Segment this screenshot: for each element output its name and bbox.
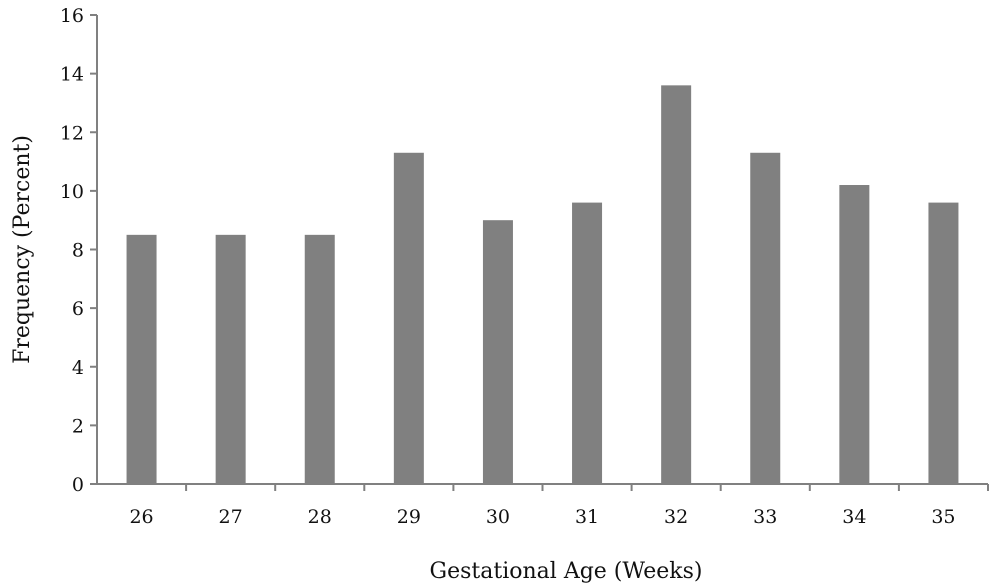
x-tick-label: 29 bbox=[397, 506, 421, 528]
bar-34 bbox=[839, 185, 870, 484]
y-tick-label: 12 bbox=[60, 122, 84, 144]
x-axis-title: Gestational Age (Weeks) bbox=[430, 559, 703, 584]
bar-28 bbox=[304, 234, 335, 484]
y-tick-label: 2 bbox=[72, 415, 84, 437]
y-tick-label: 16 bbox=[60, 5, 84, 27]
y-tick-label: 0 bbox=[72, 474, 84, 496]
x-tick-label: 35 bbox=[931, 506, 955, 528]
x-tick-label: 32 bbox=[664, 506, 688, 528]
y-tick-label: 14 bbox=[60, 64, 84, 86]
bar-29 bbox=[393, 152, 424, 485]
bar-30 bbox=[482, 220, 513, 484]
x-tick-label: 26 bbox=[129, 506, 153, 528]
x-tick-label: 28 bbox=[308, 506, 332, 528]
y-tick-label: 6 bbox=[72, 298, 84, 320]
bar-32 bbox=[661, 85, 692, 484]
x-tick-label: 30 bbox=[486, 506, 510, 528]
x-tick-label: 31 bbox=[575, 506, 599, 528]
y-tick-label: 10 bbox=[60, 181, 84, 203]
bar-31 bbox=[572, 202, 603, 484]
y-axis-title: Frequency (Percent) bbox=[10, 135, 35, 364]
y-axis-ticks: 0 2 4 6 8 10 12 14 16 bbox=[60, 5, 97, 496]
bar-26 bbox=[126, 234, 157, 484]
bar-35 bbox=[928, 202, 959, 484]
bar-27 bbox=[215, 234, 246, 484]
y-tick-label: 4 bbox=[72, 357, 84, 379]
x-axis-ticks: 26 27 28 29 30 31 32 33 34 35 bbox=[129, 484, 989, 528]
x-tick-label: 27 bbox=[219, 506, 243, 528]
bars-group bbox=[126, 85, 959, 485]
x-tick-label: 34 bbox=[842, 506, 866, 528]
bar-33 bbox=[750, 152, 781, 485]
x-tick-label: 33 bbox=[753, 506, 777, 528]
y-tick-label: 8 bbox=[72, 240, 84, 262]
